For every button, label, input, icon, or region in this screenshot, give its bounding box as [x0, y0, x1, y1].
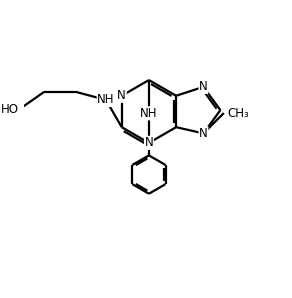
Text: NH: NH: [140, 107, 158, 120]
Text: N: N: [145, 136, 153, 149]
Text: N: N: [199, 80, 208, 93]
Text: N: N: [117, 89, 126, 102]
Text: N: N: [199, 127, 208, 140]
Text: HO: HO: [1, 103, 18, 116]
Text: NH: NH: [97, 94, 115, 106]
Text: CH₃: CH₃: [228, 107, 250, 119]
